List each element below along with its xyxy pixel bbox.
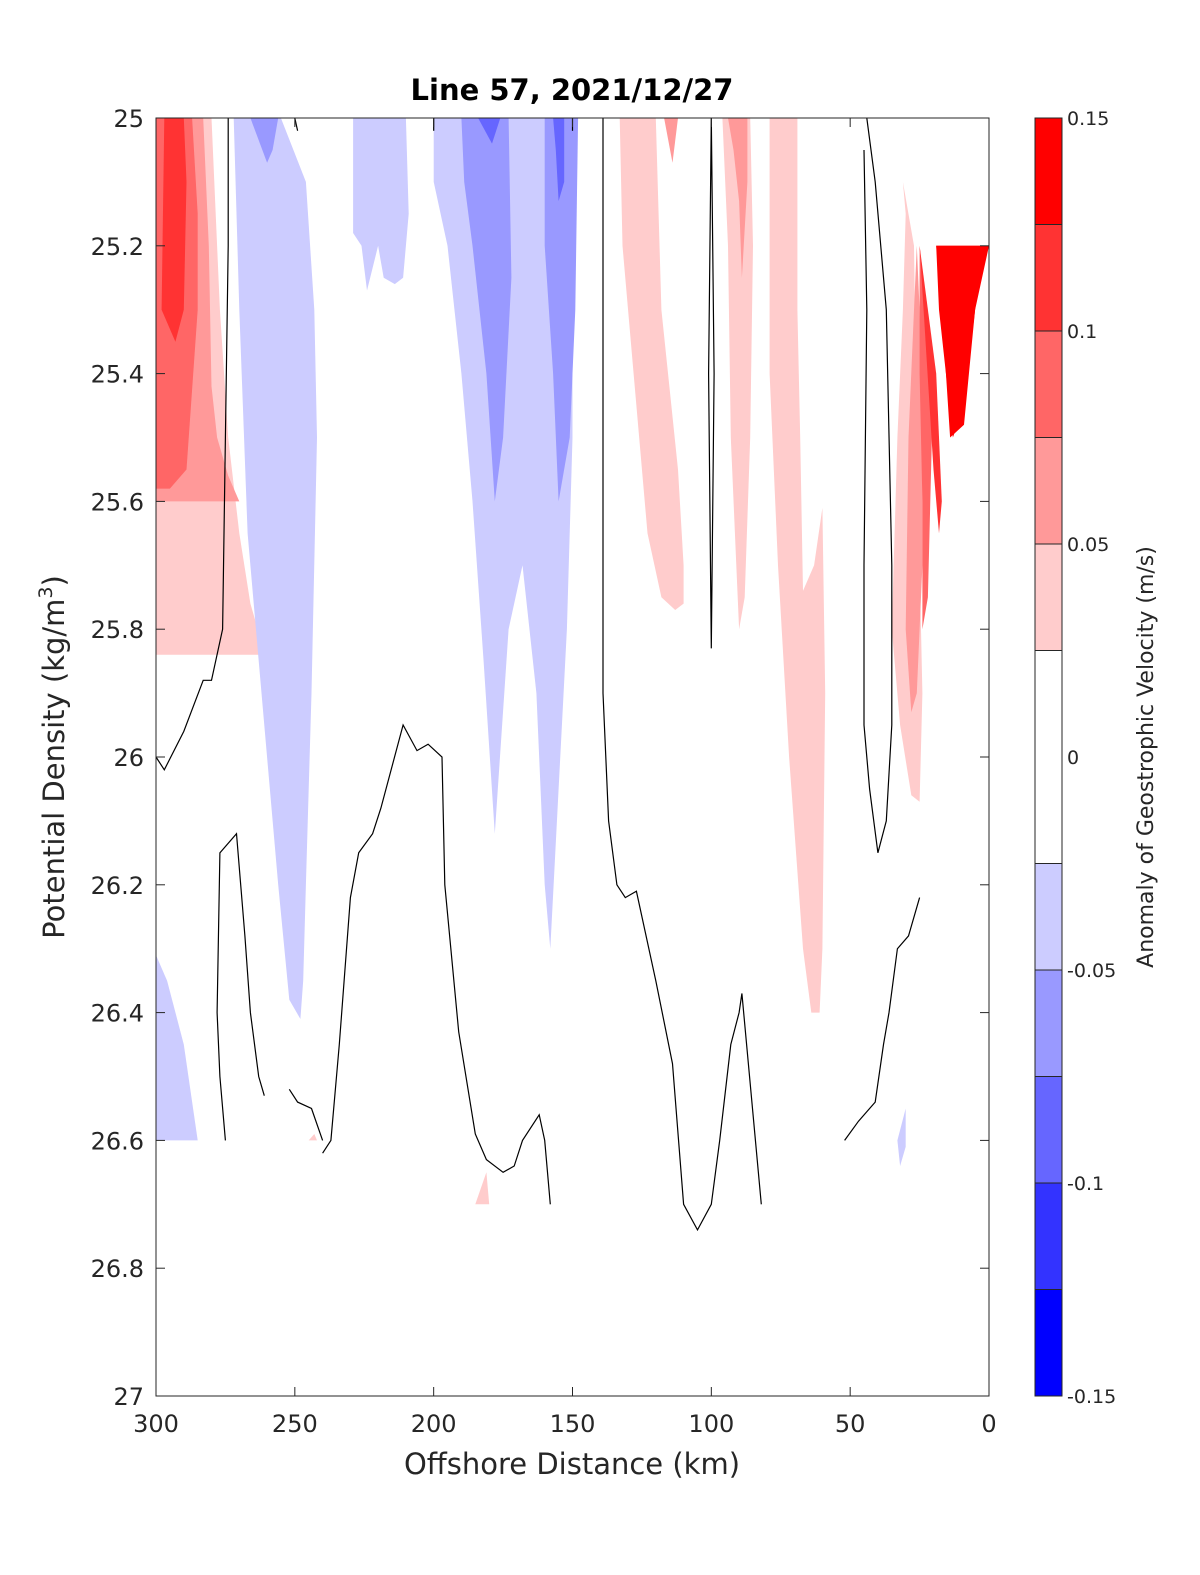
y-tick-label: 25.8 — [91, 616, 144, 644]
contour-fill-region-24 — [897, 1108, 906, 1166]
colorbar-bands — [1035, 117, 1062, 1396]
y-tick-label: 25 — [113, 105, 144, 133]
contour-fill-region-26 — [308, 1134, 317, 1141]
zero-contour-line-5 — [707, 117, 715, 649]
y-tick-label: 27 — [113, 1383, 144, 1411]
contour-fill-region-15 — [722, 118, 753, 630]
colorbar-band-5 — [1035, 650, 1062, 864]
x-tick-label: 100 — [688, 1410, 734, 1438]
colorbar-tick-label: 0.1 — [1067, 321, 1097, 343]
contour-fill-region-19 — [905, 245, 923, 713]
contour-fill-region-17 — [769, 118, 826, 1013]
colorbar-band-6 — [1035, 863, 1062, 970]
y-axis-ticks: 25 25.2 25.4 25.6 25.8 26 26.2 26.4 26.6 26.8 27 — [91, 105, 989, 1411]
colorbar-band-3 — [1035, 437, 1062, 544]
x-tick-label: 50 — [835, 1410, 866, 1438]
colorbar-band-4 — [1035, 544, 1062, 651]
colorbar-label: Anomaly of Geostrophic Velocity (m/s) — [1134, 546, 1159, 968]
plot-area: 300 250 200 150 100 50 0 2525.225.425.625.8262… — [91, 105, 997, 1438]
zero-contour-line-0 — [155, 118, 229, 772]
colorbar-band-7 — [1035, 970, 1062, 1077]
contour-fill-region-7 — [353, 118, 409, 291]
chart-title: Line 57, 2021/12/27 — [411, 73, 734, 107]
zero-contour-line-3 — [322, 723, 551, 1205]
contour-fill-region-20 — [919, 245, 934, 630]
y-tick-label: 26.6 — [91, 1127, 144, 1155]
contour-fill-region-23 — [936, 245, 989, 438]
contour-fill-region-6 — [250, 118, 279, 163]
colorbar-tick-label: 0 — [1067, 747, 1079, 769]
colorbar-band-0 — [1035, 118, 1062, 225]
contour-fill-region-5 — [233, 118, 317, 1019]
colorbar-band-9 — [1035, 1183, 1062, 1290]
contour-fill-region-25 — [475, 1172, 490, 1205]
contour-fill-region-21 — [919, 245, 942, 534]
contour-fill-region-14 — [664, 118, 678, 163]
y-axis-label-end: ) — [37, 575, 71, 586]
filled-contours — [156, 118, 989, 1205]
y-tick-label: 25.6 — [91, 488, 144, 516]
y-tick-label: 25.4 — [91, 361, 144, 389]
colorbar-tick-label: 0.05 — [1067, 534, 1109, 556]
colorbar-frame — [1034, 117, 1063, 1397]
contour-fill-region-13 — [619, 118, 684, 610]
contour-fill-region-3 — [161, 118, 187, 342]
colorbar-ticks: 0.15 0.1 0.05 0 -0.05 -0.1 -0.15 — [1067, 108, 1116, 1408]
colorbar-band-8 — [1035, 1076, 1062, 1183]
x-tick-label: 300 — [133, 1410, 179, 1438]
zero-contour-line-2 — [288, 1088, 324, 1141]
y-tick-label: 26.8 — [91, 1255, 144, 1283]
colorbar-tick-label: 0.15 — [1067, 108, 1109, 130]
x-axis-label: Offshore Distance (km) — [404, 1447, 740, 1481]
zero-contour-lines — [155, 117, 921, 1232]
x-tick-label: 250 — [272, 1410, 318, 1438]
colorbar-tick-label: -0.15 — [1067, 1386, 1116, 1408]
contour-fill-region-8 — [433, 118, 573, 949]
y-tick-label: 26.4 — [91, 1000, 144, 1028]
colorbar-band-2 — [1035, 331, 1062, 438]
contour-fill-region-4 — [156, 955, 198, 1141]
colorbar-band-1 — [1035, 224, 1062, 331]
zero-contour-line-7 — [844, 897, 921, 1141]
colorbar-band-10 — [1035, 1289, 1062, 1396]
zero-contour-line-4 — [602, 118, 762, 1232]
contour-fill-region-11 — [478, 118, 501, 144]
x-tick-label: 200 — [411, 1410, 457, 1438]
colorbar-tick-label: -0.1 — [1067, 1173, 1104, 1195]
contour-fill-region-16 — [728, 118, 748, 278]
y-tick-label: 26.2 — [91, 872, 144, 900]
colorbar: 0.15 0.1 0.05 0 -0.05 -0.1 -0.15 Anomaly of Ge… — [1034, 108, 1159, 1408]
contour-fill-region-10 — [544, 118, 579, 502]
y-tick-label: 26 — [113, 744, 144, 772]
x-tick-label: 150 — [550, 1410, 596, 1438]
contour-fill-region-9 — [461, 118, 512, 502]
zero-contour-line-6 — [863, 117, 893, 853]
zero-contour-line-1 — [216, 832, 265, 1141]
colorbar-tick-label: -0.05 — [1067, 960, 1116, 982]
y-tick-label: 25.2 — [91, 233, 144, 261]
y-axis-label: Potential Density (kg/m3) — [35, 575, 71, 939]
x-tick-label: 0 — [981, 1410, 996, 1438]
x-axis-ticks: 300 250 200 150 100 50 0 — [133, 118, 997, 1438]
contour-fill-region-12 — [553, 118, 565, 202]
y-axis-label-superscript: 3 — [35, 586, 57, 598]
y-axis-label-main: Potential Density (kg/m — [37, 599, 71, 939]
